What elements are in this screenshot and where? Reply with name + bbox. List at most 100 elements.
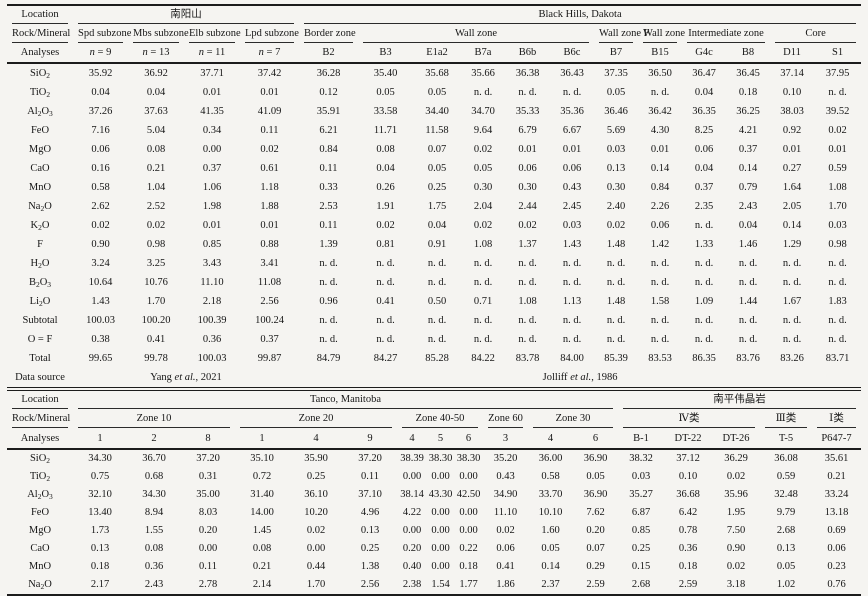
value-cell: 0.14 xyxy=(738,163,758,174)
value-cell: 36.68 xyxy=(676,488,700,500)
value-cell: 84.79 xyxy=(316,353,341,364)
value-cell: 1.55 xyxy=(144,524,164,536)
value-cell: 36.38 xyxy=(515,68,540,79)
value-cell: 0.01 xyxy=(562,144,582,155)
value-cell: 9.79 xyxy=(776,506,796,518)
location-group: 南阳山 xyxy=(73,5,299,24)
zone-group-label: Elb subzone xyxy=(189,25,241,43)
data-row: O = F 0.38 0.41 0.36 0.37 n. d. n. d. n. d. n. d… xyxy=(7,330,861,349)
value-cell: 0.78 xyxy=(678,524,698,536)
value-cell: 0.06 xyxy=(562,163,582,174)
value-cell: 0.31 xyxy=(198,470,218,482)
rock-mineral-header: Rock/Mineral xyxy=(7,24,73,43)
value-cell: n. d. xyxy=(518,258,537,269)
sample-header: 1 xyxy=(235,428,289,450)
zone-group-label: Wall zone F xyxy=(599,25,649,43)
value-cell: 1.02 xyxy=(776,578,796,590)
data-row: CaO 0.16 0.21 0.37 0.61 0.11 0.04 0.05 0.05 0.06 0… xyxy=(7,159,861,178)
value-cell: 0.08 xyxy=(376,144,395,155)
value-cell: 3.24 xyxy=(91,258,110,269)
value-cell: 0.27 xyxy=(782,163,802,174)
value-cell: 0.06 xyxy=(91,144,110,155)
value-cell: 2.62 xyxy=(91,201,110,212)
value-cell: n. d. xyxy=(518,277,537,288)
value-cell: 83.78 xyxy=(515,353,540,364)
value-cell: n. d. xyxy=(473,87,493,98)
sample-header: n = 11 xyxy=(184,43,240,64)
value-cell: 6.87 xyxy=(631,506,651,518)
sample-header: B7 xyxy=(594,43,638,64)
zone-group: Mbs subzone xyxy=(128,24,189,43)
zone-group: Elb subzone xyxy=(184,24,241,43)
value-cell: 13.40 xyxy=(88,506,112,518)
value-cell: 1.73 xyxy=(90,524,110,536)
value-cell: 38.39 xyxy=(400,452,424,464)
value-cell: 2.26 xyxy=(650,201,670,212)
zone-group-label: Border zone xyxy=(304,25,356,43)
value-cell: 0.79 xyxy=(738,182,758,193)
value-cell: 0.10 xyxy=(782,87,802,98)
data-row: MgO 1.73 1.55 0.20 1.45 0.02 0.13 0.00 0.00 0.00 0… xyxy=(7,522,861,540)
value-cell: 85.28 xyxy=(425,353,449,364)
value-cell: 6.42 xyxy=(678,506,698,518)
value-cell: n. d. xyxy=(782,258,802,269)
value-cell: 0.14 xyxy=(650,163,670,174)
value-cell: 37.12 xyxy=(676,452,700,464)
zone-group-label: Intermediate zone xyxy=(687,25,765,43)
value-cell: 0.02 xyxy=(606,220,626,231)
value-cell: 0.00 xyxy=(402,470,422,482)
value-cell: 1.54 xyxy=(431,578,450,590)
sample-header: B2 xyxy=(299,43,358,64)
value-cell: 0.04 xyxy=(91,87,110,98)
value-cell: 35.68 xyxy=(425,68,449,79)
value-cell: 7.50 xyxy=(726,524,746,536)
value-cell: 1.83 xyxy=(828,296,847,307)
value-cell: n. d. xyxy=(782,277,802,288)
value-cell: 0.01 xyxy=(260,220,279,231)
value-cell: 0.08 xyxy=(252,542,272,554)
value-cell: 1.42 xyxy=(650,239,670,250)
data-row: Al2O3 32.10 34.30 35.00 31.40 36.10 37.10 38.14… xyxy=(7,486,861,504)
oxide-label: TiO2 xyxy=(29,87,51,99)
zone-group: Zone 30 xyxy=(528,410,618,429)
value-cell: 100.24 xyxy=(255,315,284,326)
value-cell: 0.05 xyxy=(606,87,626,98)
zone-group-label: Mbs subzone xyxy=(133,25,189,43)
location-group: Black Hills, Dakota xyxy=(299,5,861,24)
value-cell: n. d. xyxy=(738,258,758,269)
value-cell: 0.02 xyxy=(91,220,110,231)
value-cell: 0.02 xyxy=(496,524,515,536)
value-cell: 0.72 xyxy=(252,470,272,482)
value-cell: n. d. xyxy=(562,87,582,98)
value-cell: n. d. xyxy=(473,315,493,326)
value-cell: 2.44 xyxy=(518,201,537,212)
value-cell: 0.04 xyxy=(694,87,714,98)
value-cell: 0.90 xyxy=(91,239,110,250)
value-cell: 0.04 xyxy=(694,163,714,174)
value-cell: 0.01 xyxy=(518,144,537,155)
value-cell: 0.20 xyxy=(586,524,605,536)
value-cell: 1.29 xyxy=(782,239,802,250)
value-cell: 37.26 xyxy=(88,106,113,117)
value-cell: 0.76 xyxy=(827,578,846,590)
value-cell: 1.60 xyxy=(541,524,560,536)
value-cell: 0.00 xyxy=(459,506,478,518)
location-row: Location 南阳山 Black Hills, Dakota xyxy=(7,5,861,24)
value-cell: 2.68 xyxy=(776,524,796,536)
value-cell: 36.00 xyxy=(538,452,563,464)
value-cell: 100.03 xyxy=(197,353,227,364)
oxide-label: K2O xyxy=(30,220,50,232)
value-cell: n. d. xyxy=(694,315,714,326)
zone-group-label: Lpd subzone xyxy=(245,25,299,43)
value-cell: 83.53 xyxy=(648,353,672,364)
composition-table-top: Location 南阳山 Black Hills, Dakota Rock/Miner… xyxy=(7,4,862,388)
value-cell: 0.41 xyxy=(496,560,515,572)
value-cell: 0.11 xyxy=(260,125,279,136)
location-header-label: Location xyxy=(12,391,68,410)
value-cell: 0.96 xyxy=(319,296,338,307)
location-header: Location xyxy=(7,5,73,24)
value-cell: n. d. xyxy=(828,258,847,269)
oxide-label: Al2O3 xyxy=(27,106,53,118)
value-cell: 0.98 xyxy=(146,239,166,250)
value-cell: 2.43 xyxy=(144,578,164,590)
